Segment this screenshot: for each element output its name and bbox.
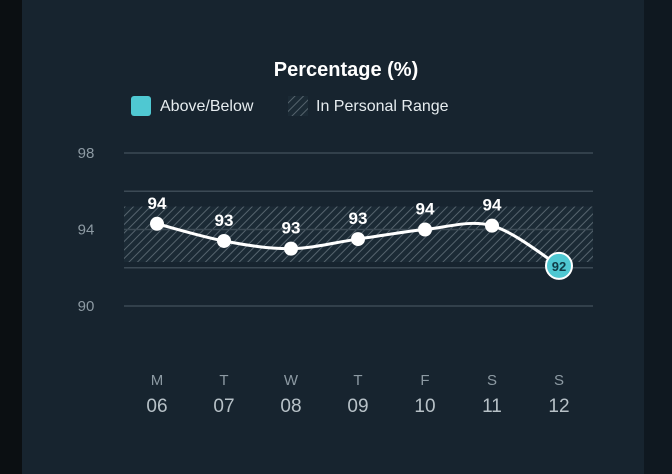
data-labels: 94 93 93 93 94 94 92: [148, 194, 567, 274]
data-point: [150, 216, 164, 231]
x-tick-date: 06: [146, 396, 167, 417]
data-label: 93: [215, 211, 234, 230]
data-point: [217, 233, 231, 248]
data-label: 94: [148, 194, 167, 213]
legend: Above/Below In Personal Range: [131, 96, 449, 116]
legend-label-above-below: Above/Below: [160, 98, 254, 115]
data-label: 93: [349, 209, 368, 228]
x-tick-date: 08: [280, 396, 301, 417]
data-point: [284, 241, 298, 256]
data-points: [150, 216, 573, 280]
gridlines: [124, 152, 593, 307]
data-point: [485, 218, 499, 233]
x-tick-date: 12: [548, 396, 569, 417]
data-point-highlighted: [545, 251, 573, 280]
x-tick-day: W: [284, 372, 299, 389]
legend-label-personal-range: In Personal Range: [316, 98, 449, 115]
legend-swatch-above-below: [131, 96, 151, 116]
y-tick-label: 90: [78, 298, 95, 315]
x-tick-day: T: [353, 372, 362, 389]
x-tick-day: T: [219, 372, 228, 389]
right-edge: [644, 0, 672, 474]
data-label: 94: [416, 200, 435, 219]
data-label: 93: [282, 219, 301, 238]
x-tick-day: F: [420, 372, 429, 389]
y-tick-label: 94: [78, 222, 95, 239]
x-tick-date: 07: [213, 396, 234, 417]
x-tick-day: S: [554, 372, 564, 389]
chart-title: Percentage (%): [274, 59, 419, 81]
x-tick-date: 11: [482, 396, 502, 417]
data-point: [351, 232, 365, 247]
x-axis-ticks: M 06 T 07 W 08 T 09 F 10 S 11 S 12: [146, 372, 569, 417]
data-label: 94: [483, 196, 502, 215]
y-tick-label: 98: [78, 145, 95, 162]
left-edge: [0, 0, 22, 474]
data-label: 92: [552, 259, 566, 274]
x-tick-date: 09: [347, 396, 368, 417]
x-tick-day: S: [487, 372, 497, 389]
x-tick-date: 10: [414, 396, 435, 417]
legend-swatch-personal-range: [288, 96, 308, 116]
y-axis-ticks: 98 94 90: [78, 145, 95, 315]
data-point: [418, 222, 432, 237]
x-tick-day: M: [151, 372, 164, 389]
